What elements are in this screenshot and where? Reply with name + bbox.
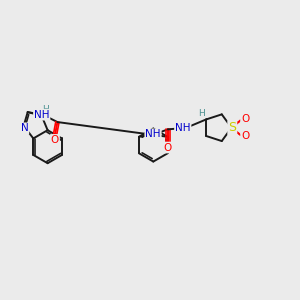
Text: NH: NH — [34, 110, 50, 120]
Text: O: O — [241, 131, 249, 141]
Text: O: O — [164, 142, 172, 152]
Text: N: N — [36, 109, 44, 118]
Text: H: H — [42, 105, 49, 114]
Text: NH: NH — [145, 129, 161, 139]
Text: H: H — [199, 109, 205, 118]
Text: NH: NH — [175, 123, 190, 133]
Text: N: N — [21, 123, 28, 134]
Text: O: O — [241, 115, 249, 124]
Text: S: S — [228, 121, 236, 134]
Text: O: O — [51, 135, 59, 145]
